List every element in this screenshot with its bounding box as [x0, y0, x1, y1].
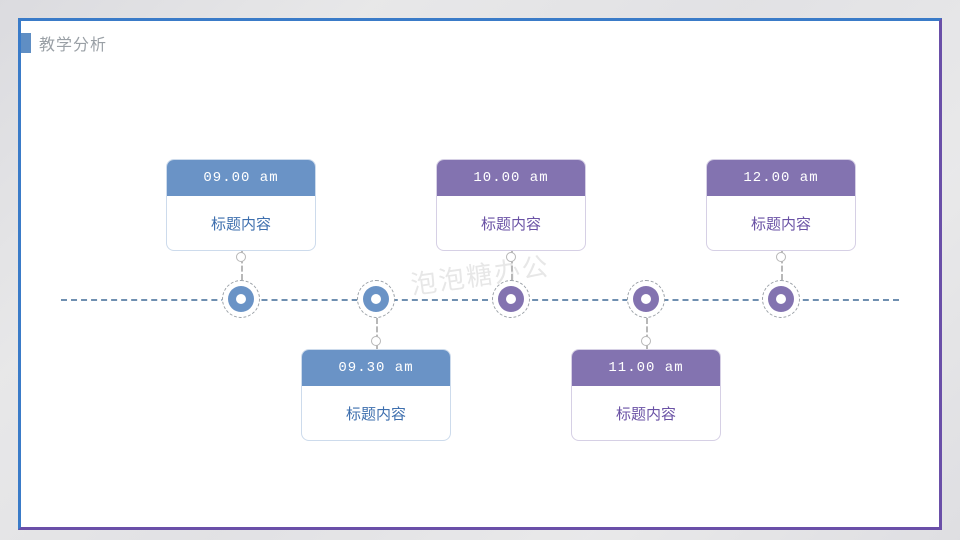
card-label: 标题内容 [437, 196, 585, 250]
card-time: 09.30 am [302, 350, 450, 386]
connector-dot [236, 252, 246, 262]
timeline-node [357, 280, 395, 318]
timeline-card: 12.00 am标题内容 [706, 159, 856, 251]
card-label: 标题内容 [707, 196, 855, 250]
timeline-stage: 泡泡糖办公 09.00 am标题内容09.30 am标题内容10.00 am标题… [21, 21, 939, 527]
card-time: 12.00 am [707, 160, 855, 196]
timeline-node [762, 280, 800, 318]
card-label: 标题内容 [167, 196, 315, 250]
timeline-node [627, 280, 665, 318]
timeline-card: 11.00 am标题内容 [571, 349, 721, 441]
slide-frame: 教学分析 泡泡糖办公 09.00 am标题内容09.30 am标题内容10.00… [18, 18, 942, 530]
watermark-text: 泡泡糖办公 [408, 246, 552, 302]
connector-dot [776, 252, 786, 262]
card-time: 09.00 am [167, 160, 315, 196]
card-time: 11.00 am [572, 350, 720, 386]
timeline-node [222, 280, 260, 318]
connector-dot [641, 336, 651, 346]
card-label: 标题内容 [302, 386, 450, 440]
timeline-card: 10.00 am标题内容 [436, 159, 586, 251]
connector-dot [506, 252, 516, 262]
card-time: 10.00 am [437, 160, 585, 196]
card-label: 标题内容 [572, 386, 720, 440]
connector-dot [371, 336, 381, 346]
timeline-node [492, 280, 530, 318]
timeline-card: 09.30 am标题内容 [301, 349, 451, 441]
timeline-card: 09.00 am标题内容 [166, 159, 316, 251]
